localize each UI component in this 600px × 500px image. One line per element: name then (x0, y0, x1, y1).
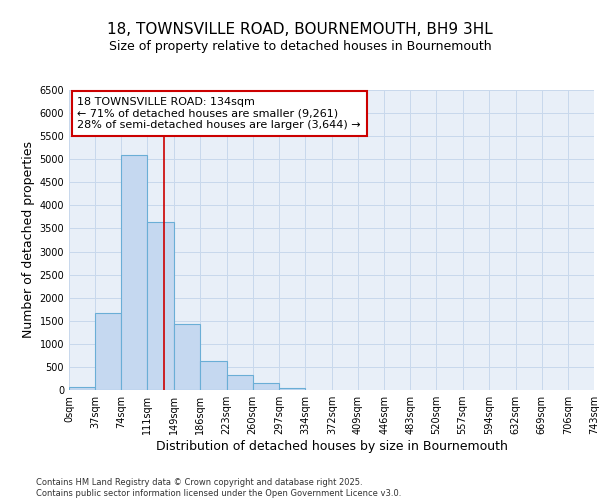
Bar (95, 314, 121, 390)
Bar (121, 154, 148, 390)
Bar (69, 387, 95, 390)
Text: Contains HM Land Registry data © Crown copyright and database right 2025.
Contai: Contains HM Land Registry data © Crown c… (36, 478, 401, 498)
Bar (148, 222, 174, 390)
Bar (200, 362, 227, 390)
X-axis label: Distribution of detached houses by size in Bournemouth: Distribution of detached houses by size … (155, 440, 508, 453)
Text: Size of property relative to detached houses in Bournemouth: Size of property relative to detached ho… (109, 40, 491, 53)
Text: 18 TOWNSVILLE ROAD: 134sqm
← 71% of detached houses are smaller (9,261)
28% of s: 18 TOWNSVILLE ROAD: 134sqm ← 71% of deta… (77, 97, 361, 130)
Bar (174, 324, 200, 390)
Y-axis label: Number of detached properties: Number of detached properties (22, 142, 35, 338)
Bar (253, 383, 279, 390)
Bar (279, 388, 305, 390)
Bar (227, 375, 253, 390)
Text: 18, TOWNSVILLE ROAD, BOURNEMOUTH, BH9 3HL: 18, TOWNSVILLE ROAD, BOURNEMOUTH, BH9 3H… (107, 22, 493, 38)
